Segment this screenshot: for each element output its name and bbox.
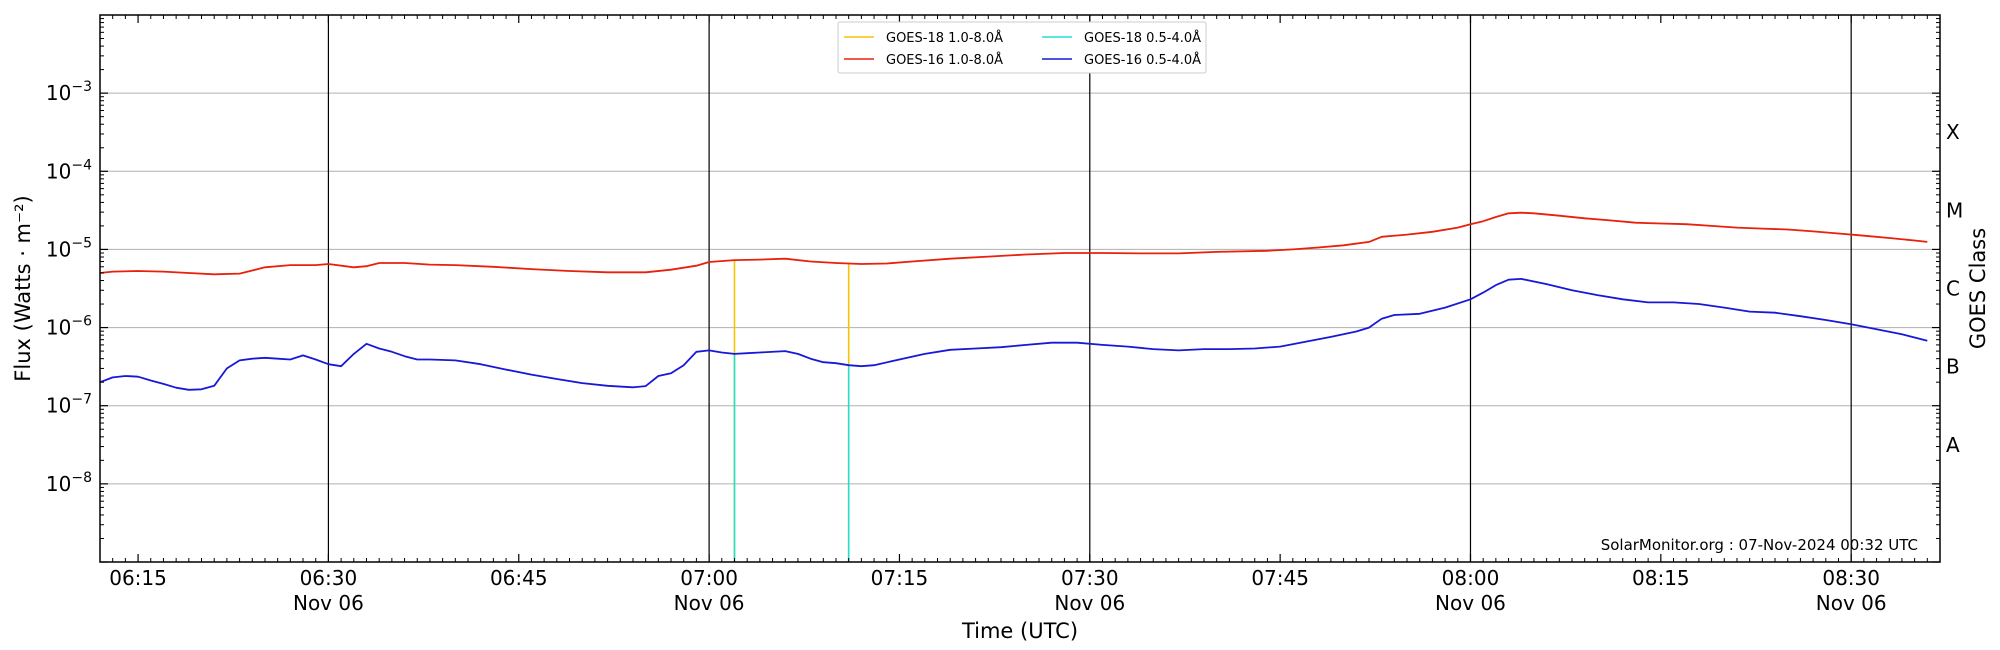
x-tick-label: 06:30: [300, 566, 358, 590]
x-tick-sublabel: Nov 06: [1816, 591, 1887, 615]
x-tick-label: 08:15: [1632, 566, 1690, 590]
day-lines: [327, 15, 1852, 562]
y-axis-label: Flux (Watts · m⁻²): [11, 195, 35, 381]
source-annotation: SolarMonitor.org : 07-Nov-2024 00:32 UTC: [1601, 536, 1918, 554]
y-tick-label: 10−6: [46, 314, 92, 340]
series-line: [99, 278, 1928, 391]
legend-box: [837, 21, 1207, 74]
x-tick-label: 07:15: [871, 566, 929, 590]
x-axis-label: Time (UTC): [961, 619, 1078, 643]
y-tick-label: 10−5: [46, 235, 92, 261]
x-tick-sublabel: Nov 06: [1435, 591, 1506, 615]
goes-class-label: X: [1946, 120, 1960, 144]
x-tick-label: 08:30: [1822, 566, 1880, 590]
y-tick-label: 10−3: [46, 79, 92, 105]
ticks: [99, 15, 1941, 563]
x-tick-sublabel: Nov 06: [674, 591, 745, 615]
legend-label: GOES-16 0.5-4.0Å: [1084, 52, 1201, 68]
series-layer: [99, 211, 1928, 562]
goes-class-label: A: [1946, 433, 1960, 457]
x-tick-label: 06:15: [109, 566, 167, 590]
x-tick-label: 08:00: [1442, 566, 1500, 590]
legend: GOES-18 1.0-8.0Å GOES-16 1.0-8.0Å GOES-18 …: [837, 21, 1207, 74]
x-tick-label: 07:45: [1251, 566, 1309, 590]
goes-class-label: C: [1946, 277, 1960, 301]
x-tick-label: 07:00: [680, 566, 738, 590]
plot-frame: [99, 14, 1941, 563]
goes-class-labels: X M C B A: [1946, 120, 1963, 457]
grid: [100, 92, 1940, 485]
series-line: [99, 211, 1928, 276]
x-tick-label: 06:45: [490, 566, 548, 590]
y-tick-label: 10−7: [46, 392, 92, 418]
x-tick-sublabel: Nov 06: [1054, 591, 1125, 615]
y-tick-label: 10−8: [46, 470, 92, 496]
y2-axis-label: GOES Class: [1966, 228, 1990, 349]
y-tick-label: 10−4: [46, 157, 92, 183]
legend-label: GOES-16 1.0-8.0Å: [886, 52, 1003, 68]
y-tick-labels: 10−3 10−4 10−5 10−6 10−7 10−8: [46, 79, 92, 496]
x-tick-label: 07:30: [1061, 566, 1119, 590]
goes-class-label: M: [1946, 198, 1963, 222]
x-tick-sublabel: Nov 06: [293, 591, 364, 615]
goes-class-label: B: [1946, 355, 1960, 379]
legend-label: GOES-18 1.0-8.0Å: [886, 30, 1003, 46]
legend-label: GOES-18 0.5-4.0Å: [1084, 30, 1201, 46]
